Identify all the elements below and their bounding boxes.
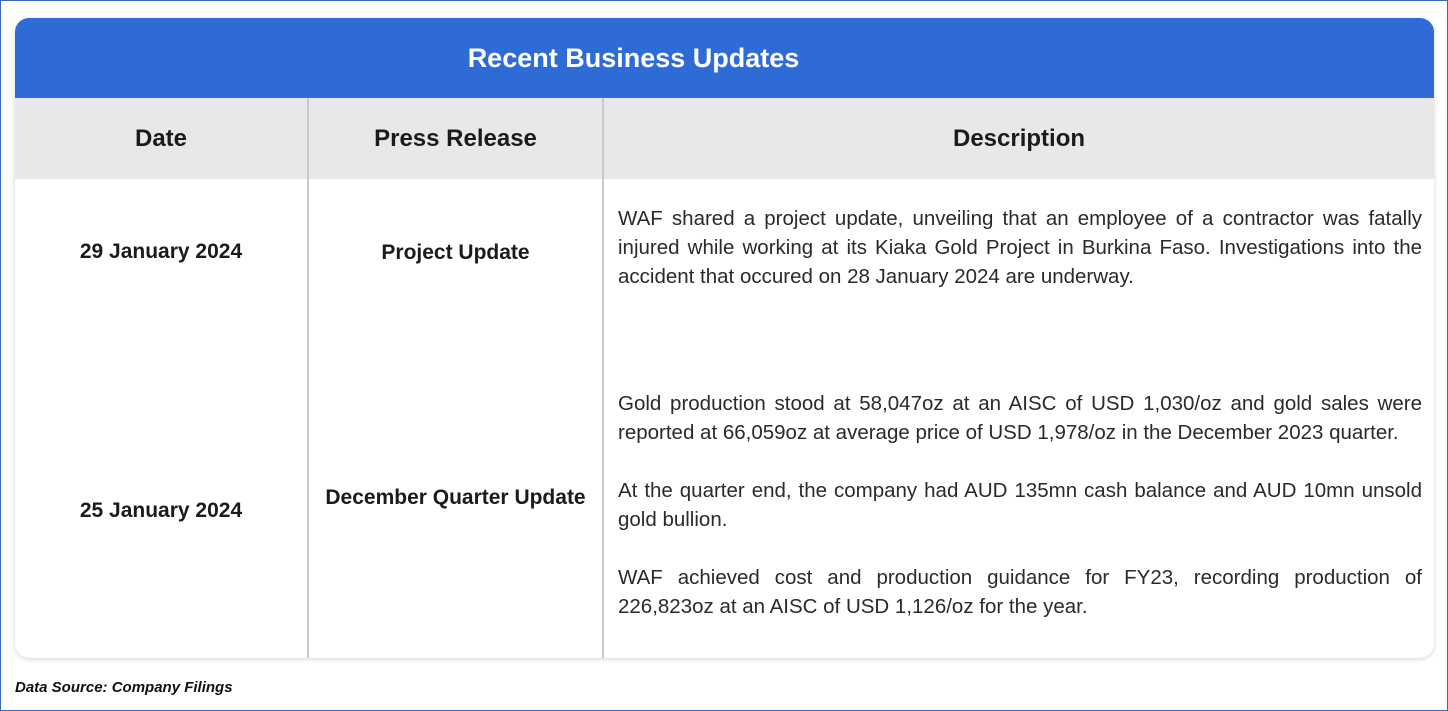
column-divider xyxy=(307,98,309,658)
description-paragraph: At the quarter end, the company had AUD … xyxy=(618,479,1422,531)
table-header-row: Date Press Release Description xyxy=(15,98,1434,179)
business-updates-table: Recent Business Updates Date Press Relea… xyxy=(15,18,1434,658)
row-description: Gold production stood at 58,047oz at an … xyxy=(618,389,1422,621)
table-title: Recent Business Updates xyxy=(467,43,800,73)
column-divider xyxy=(602,98,604,658)
description-paragraph: WAF shared a project update, unveiling t… xyxy=(618,207,1422,288)
row-description: WAF shared a project update, unveiling t… xyxy=(618,204,1422,291)
data-source-note: Data Source: Company Filings xyxy=(15,679,233,696)
column-header-press-release: Press Release xyxy=(374,125,537,152)
column-header-date: Date xyxy=(134,125,188,152)
row-date: 29 January 2024 xyxy=(79,240,243,263)
row-press-release: December Quarter Update xyxy=(325,486,586,509)
column-header-description: Description xyxy=(952,125,1086,152)
description-paragraph: Gold production stood at 58,047oz at an … xyxy=(618,392,1422,444)
table-title-bar: Recent Business Updates xyxy=(15,18,1434,98)
description-paragraph: WAF achieved cost and production guidanc… xyxy=(618,566,1422,618)
row-date: 25 January 2024 xyxy=(79,499,243,522)
row-press-release: Project Update xyxy=(381,241,530,264)
